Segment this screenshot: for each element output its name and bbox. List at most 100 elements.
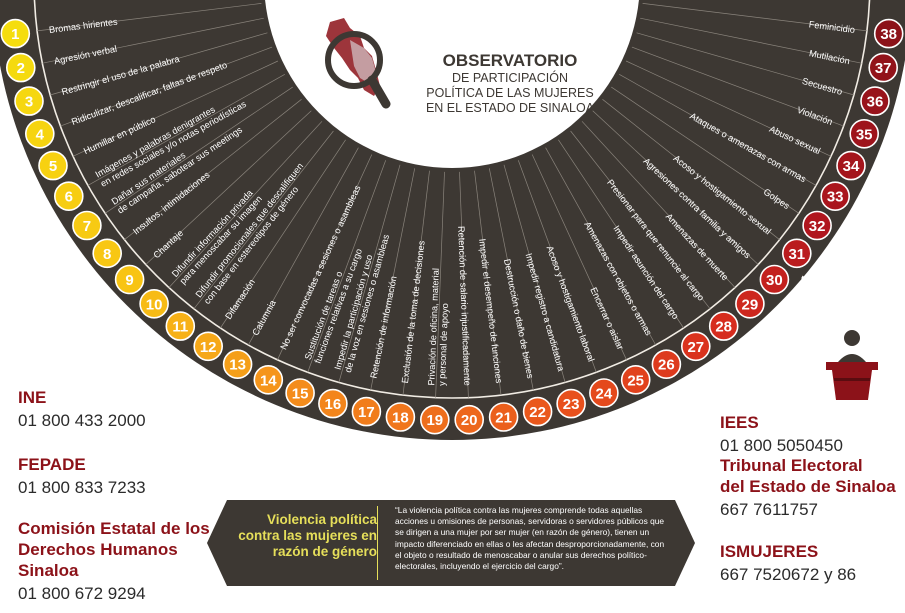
number-badge-label: 34 bbox=[843, 158, 860, 175]
spoke-line bbox=[625, 60, 832, 157]
number-badge bbox=[820, 181, 851, 211]
spoke-line bbox=[631, 46, 844, 127]
number-badge-label: 22 bbox=[529, 404, 546, 421]
spoke-line bbox=[124, 99, 302, 240]
contact-phone: 667 7611757 bbox=[720, 500, 819, 519]
number-badge bbox=[680, 331, 711, 362]
number-badge-label: 29 bbox=[742, 296, 759, 313]
number-badge bbox=[54, 181, 84, 211]
inner-ring-line bbox=[33, 0, 871, 399]
spoke-line bbox=[474, 170, 502, 396]
number-badge bbox=[419, 404, 450, 435]
number-badge-label: 11 bbox=[172, 319, 188, 336]
number-badge-label: 3 bbox=[25, 94, 33, 111]
number-badge-label: 25 bbox=[627, 372, 644, 389]
spoke-line bbox=[277, 154, 373, 360]
spoke-line bbox=[168, 121, 323, 288]
spoke-line bbox=[145, 110, 312, 265]
spoke-line bbox=[517, 160, 597, 373]
number-badge-label: 16 bbox=[325, 396, 342, 413]
spoke-line bbox=[60, 46, 273, 127]
spoke-line bbox=[104, 86, 293, 214]
contact-org: Comisión Estatal de los Derechos Humanos S… bbox=[18, 519, 210, 580]
contact-entry: INE 01 800 433 2000 bbox=[18, 387, 146, 431]
number-badge-label: 38 bbox=[880, 26, 897, 43]
spoke-line bbox=[642, 3, 867, 32]
number-badge bbox=[92, 238, 122, 269]
contact-org: FEPADE bbox=[18, 455, 86, 474]
definition-text-panel: “La violencia política contra las mujere… bbox=[383, 500, 675, 586]
number-badge-label: 6 bbox=[65, 189, 73, 206]
number-badge-label: 1 bbox=[11, 26, 19, 43]
contact-entry: Comisión Estatal de los Derechos Humanos S… bbox=[18, 518, 210, 604]
magnifier-map-icon bbox=[325, 18, 391, 109]
number-badge bbox=[454, 404, 485, 435]
definition-text: “La violencia política contra las mujere… bbox=[395, 505, 665, 572]
number-badge-label: 31 bbox=[788, 246, 805, 263]
number-badge bbox=[351, 396, 382, 427]
contact-phone: 01 800 433 2000 bbox=[18, 411, 146, 430]
spoke-line bbox=[581, 121, 736, 288]
number-badge-label: 17 bbox=[358, 404, 375, 421]
spoke-line bbox=[247, 147, 359, 346]
number-badge bbox=[222, 349, 253, 380]
number-badge bbox=[38, 150, 68, 181]
number-badge bbox=[0, 18, 31, 49]
spoke-line bbox=[545, 147, 657, 346]
number-badge-label: 30 bbox=[766, 272, 783, 289]
number-badge-label: 2 bbox=[17, 60, 25, 77]
spoke-line bbox=[503, 164, 566, 383]
number-badge-label: 12 bbox=[200, 339, 217, 356]
number-badge bbox=[735, 288, 765, 319]
contact-entry: FEPADE 01 800 833 7233 bbox=[18, 454, 146, 498]
number-badge-label: 21 bbox=[495, 410, 512, 427]
contact-entry: IEES 01 800 5050450 bbox=[720, 412, 843, 456]
number-badge bbox=[620, 364, 651, 395]
violence-label-line: y personal de apoyo bbox=[437, 303, 450, 386]
spoke-line bbox=[435, 171, 445, 398]
spoke-line bbox=[611, 86, 800, 214]
number-badge bbox=[759, 264, 790, 295]
spoke-line bbox=[370, 168, 416, 391]
number-badge-label: 10 bbox=[146, 296, 163, 313]
header-title-line4: EN EL ESTADO DE SINALOA bbox=[426, 101, 595, 115]
number-badge-label: 24 bbox=[596, 386, 613, 403]
number-badge bbox=[72, 210, 102, 241]
number-badge bbox=[193, 331, 223, 362]
number-badge-label: 28 bbox=[715, 319, 732, 336]
contact-phone: 01 800 5050450 bbox=[720, 436, 843, 455]
spoke-line bbox=[640, 17, 862, 64]
header-title-line2: DE PARTICIPACIÓN bbox=[452, 70, 568, 85]
number-badge bbox=[385, 402, 416, 432]
number-badge-label: 15 bbox=[292, 386, 309, 403]
definition-heading: Violencia política contra las mujeres en… bbox=[238, 512, 377, 559]
number-badge bbox=[556, 388, 586, 419]
number-badge bbox=[849, 119, 880, 149]
number-badge-label: 27 bbox=[687, 339, 704, 356]
number-badge-label: 36 bbox=[867, 94, 884, 111]
number-badge-label: 5 bbox=[49, 158, 57, 175]
contact-org: IEES bbox=[720, 413, 759, 432]
number-badge bbox=[873, 18, 904, 49]
number-badge-label: 18 bbox=[392, 410, 409, 427]
number-badge bbox=[14, 86, 44, 116]
number-badge bbox=[24, 119, 55, 149]
spoke-line bbox=[307, 160, 387, 373]
number-badge-label: 14 bbox=[260, 372, 277, 389]
number-badge bbox=[836, 150, 866, 181]
spoke-line bbox=[488, 168, 534, 391]
contact-entry: ISMUJERES 667 7520672 y 86 bbox=[720, 541, 856, 585]
spoke-lines bbox=[37, 3, 867, 398]
spoke-line bbox=[50, 32, 268, 96]
number-badge-label: 20 bbox=[461, 412, 478, 429]
violence-label-line: Privación de oficina, material bbox=[426, 268, 441, 386]
number-badge bbox=[165, 311, 196, 341]
contact-org: INE bbox=[18, 388, 47, 407]
number-badge bbox=[589, 378, 619, 408]
spoke-line bbox=[558, 139, 684, 329]
spoke-line bbox=[636, 32, 854, 96]
